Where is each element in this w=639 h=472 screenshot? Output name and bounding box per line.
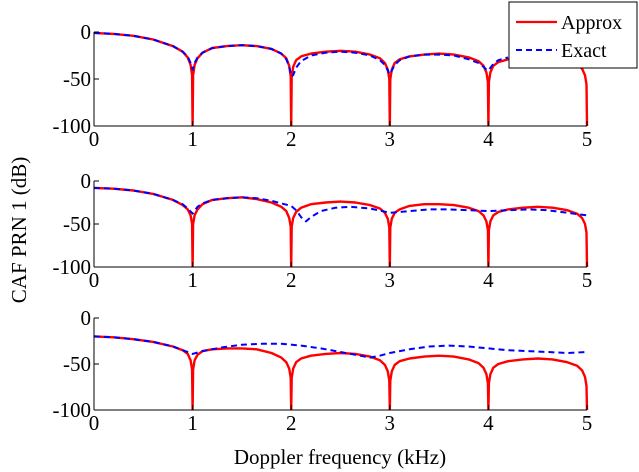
y-tick-label: 0 — [81, 306, 92, 330]
x-tick-label: 0 — [89, 411, 100, 435]
x-tick-label: 5 — [582, 268, 593, 292]
y-tick-label: 0 — [81, 169, 92, 193]
x-tick-label: 0 — [89, 127, 100, 151]
x-tick-label: 1 — [187, 268, 198, 292]
y-tick-label: -100 — [53, 114, 92, 138]
x-tick-label: 4 — [483, 268, 494, 292]
x-tick-label: 3 — [385, 411, 396, 435]
x-tick-label: 5 — [582, 411, 593, 435]
y-tick-label: -100 — [53, 255, 92, 279]
panel-2: 0 1 2 3 4 5 0 -50 -100 — [53, 169, 593, 292]
y-tick-label: -100 — [53, 398, 92, 422]
x-tick-label: 4 — [483, 127, 494, 151]
x-tick-label: 4 — [483, 411, 494, 435]
y-axis-title: CAF PRN 1 (dB) — [7, 157, 31, 303]
legend-box — [508, 1, 638, 69]
x-tick-label: 3 — [385, 268, 396, 292]
panel-3: 0 1 2 3 4 5 0 -50 -100 — [53, 306, 593, 435]
y-tick-label: -50 — [63, 352, 91, 376]
x-tick-label: 2 — [286, 268, 297, 292]
x-tick-label: 5 — [582, 127, 593, 151]
panel-1: 0 1 2 3 4 5 0 -50 -100 — [53, 20, 593, 151]
series-approx-line — [94, 186, 589, 267]
x-tick-label: 2 — [286, 411, 297, 435]
legend-label-exact: Exact — [561, 40, 607, 62]
y-tick-label: -50 — [63, 67, 91, 91]
legend: Approx Exact — [508, 1, 638, 69]
series-exact-line — [94, 31, 509, 78]
x-tick-label: 0 — [89, 268, 100, 292]
x-tick-label: 2 — [286, 127, 297, 151]
series-exact-line — [94, 186, 588, 223]
x-tick-label: 1 — [187, 411, 198, 435]
x-tick-label: 3 — [385, 127, 396, 151]
panel-1-lines — [94, 31, 589, 126]
y-tick-label: -50 — [63, 212, 91, 236]
legend-label-approx: Approx — [561, 12, 622, 34]
panel-2-lines — [94, 186, 589, 267]
y-tick-label: 0 — [81, 20, 92, 44]
x-tick-label: 1 — [187, 127, 198, 151]
series-exact-line — [94, 335, 588, 359]
x-axis-title: Doppler frequency (kHz) — [234, 445, 446, 469]
series-approx-line — [94, 335, 589, 410]
series-approx-line — [94, 31, 589, 126]
panel-3-lines — [94, 335, 589, 410]
